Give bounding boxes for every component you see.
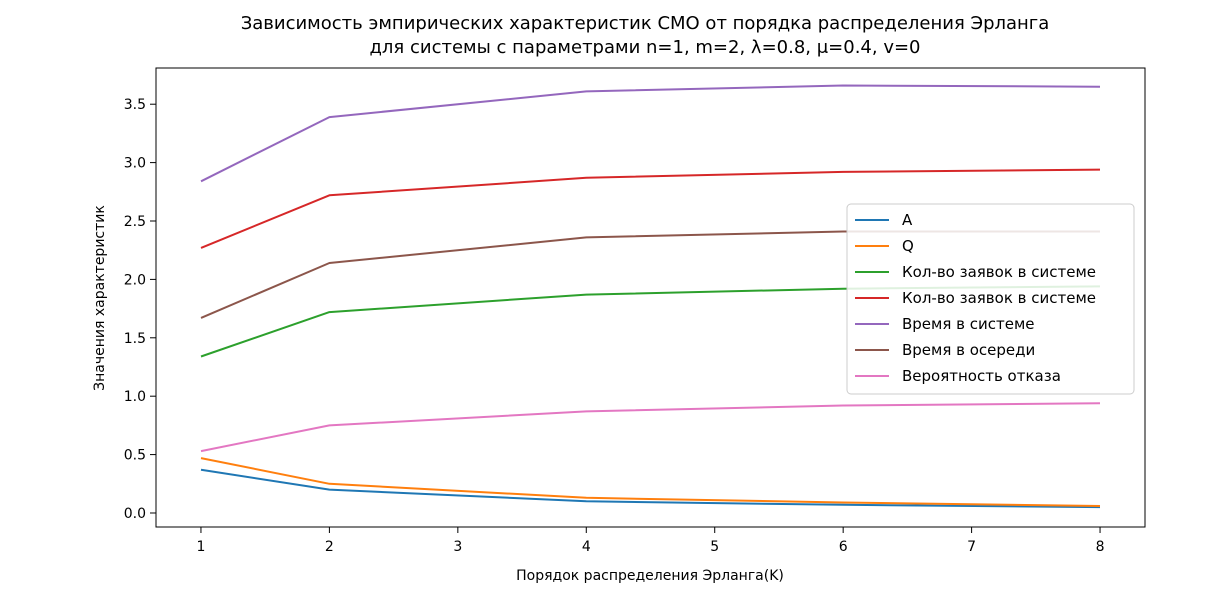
y-tick-label: 0.0 xyxy=(124,506,146,522)
x-tick-label: 5 xyxy=(710,539,719,555)
legend-label-5: Время в осереди xyxy=(902,341,1035,359)
x-tick-label: 6 xyxy=(839,539,848,555)
plot-frame xyxy=(155,67,1146,528)
legend-label-1: Q xyxy=(902,237,914,255)
legend-label-3: Кол-во заявок в системе xyxy=(902,289,1096,307)
series-line-1 xyxy=(200,457,1101,507)
axes-ticks: 1 2 3 4 5 6 7 8 0.0 0.5 1.0 1.5 2.0 2.5 3.0 3.5 xyxy=(124,97,1105,555)
y-tick-label: 1.0 xyxy=(124,389,146,405)
chart-title-line2: для системы с параметрами n=1, m=2, λ=0.… xyxy=(369,37,920,58)
x-axis-label: Порядок распределения Эрланга(K) xyxy=(516,568,784,584)
series-line-0 xyxy=(200,468,1101,509)
y-tick-label: 1.5 xyxy=(124,331,146,347)
x-tick-label: 3 xyxy=(453,539,462,555)
y-tick-label: 3.0 xyxy=(124,156,146,172)
x-tick-label: 4 xyxy=(582,539,591,555)
series-line-3 xyxy=(200,168,1101,249)
y-tick-label: 2.5 xyxy=(124,214,146,230)
y-tick-label: 2.0 xyxy=(124,272,146,288)
legend: AQ Кол-во заявок в системе Кол-во заявок в… xyxy=(846,203,1135,395)
x-tick-label: 1 xyxy=(196,539,205,555)
legend-label-0: A xyxy=(902,211,913,229)
x-tick-label: 7 xyxy=(967,539,976,555)
series-line-4 xyxy=(200,84,1101,183)
series-line-6 xyxy=(200,402,1101,453)
legend-entries: AQ Кол-во заявок в системе Кол-во заявок в… xyxy=(855,211,1096,385)
y-tick-label: 0.5 xyxy=(124,448,146,464)
chart-title-line1: Зависимость эмпирических характеристик С… xyxy=(241,13,1050,34)
legend-label-4: Время в системе xyxy=(902,315,1035,333)
y-tick-label: 3.5 xyxy=(124,97,146,113)
legend-label-2: Кол-во заявок в системе xyxy=(902,263,1096,281)
legend-box xyxy=(846,203,1135,395)
x-tick-label: 8 xyxy=(1096,539,1105,555)
legend-label-6: Вероятность отказа xyxy=(902,367,1061,385)
x-tick-label: 2 xyxy=(325,539,334,555)
y-axis-label: Значения характеристик xyxy=(92,205,108,391)
